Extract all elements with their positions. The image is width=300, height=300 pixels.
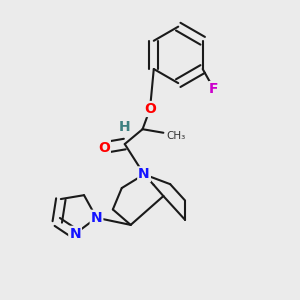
Text: N: N [69, 227, 81, 241]
Text: O: O [144, 102, 156, 116]
Text: O: O [98, 141, 110, 154]
Text: N: N [91, 211, 102, 225]
Text: CH₃: CH₃ [166, 131, 186, 141]
Text: H: H [119, 120, 130, 134]
Text: F: F [209, 82, 219, 96]
Text: N: N [138, 167, 150, 182]
